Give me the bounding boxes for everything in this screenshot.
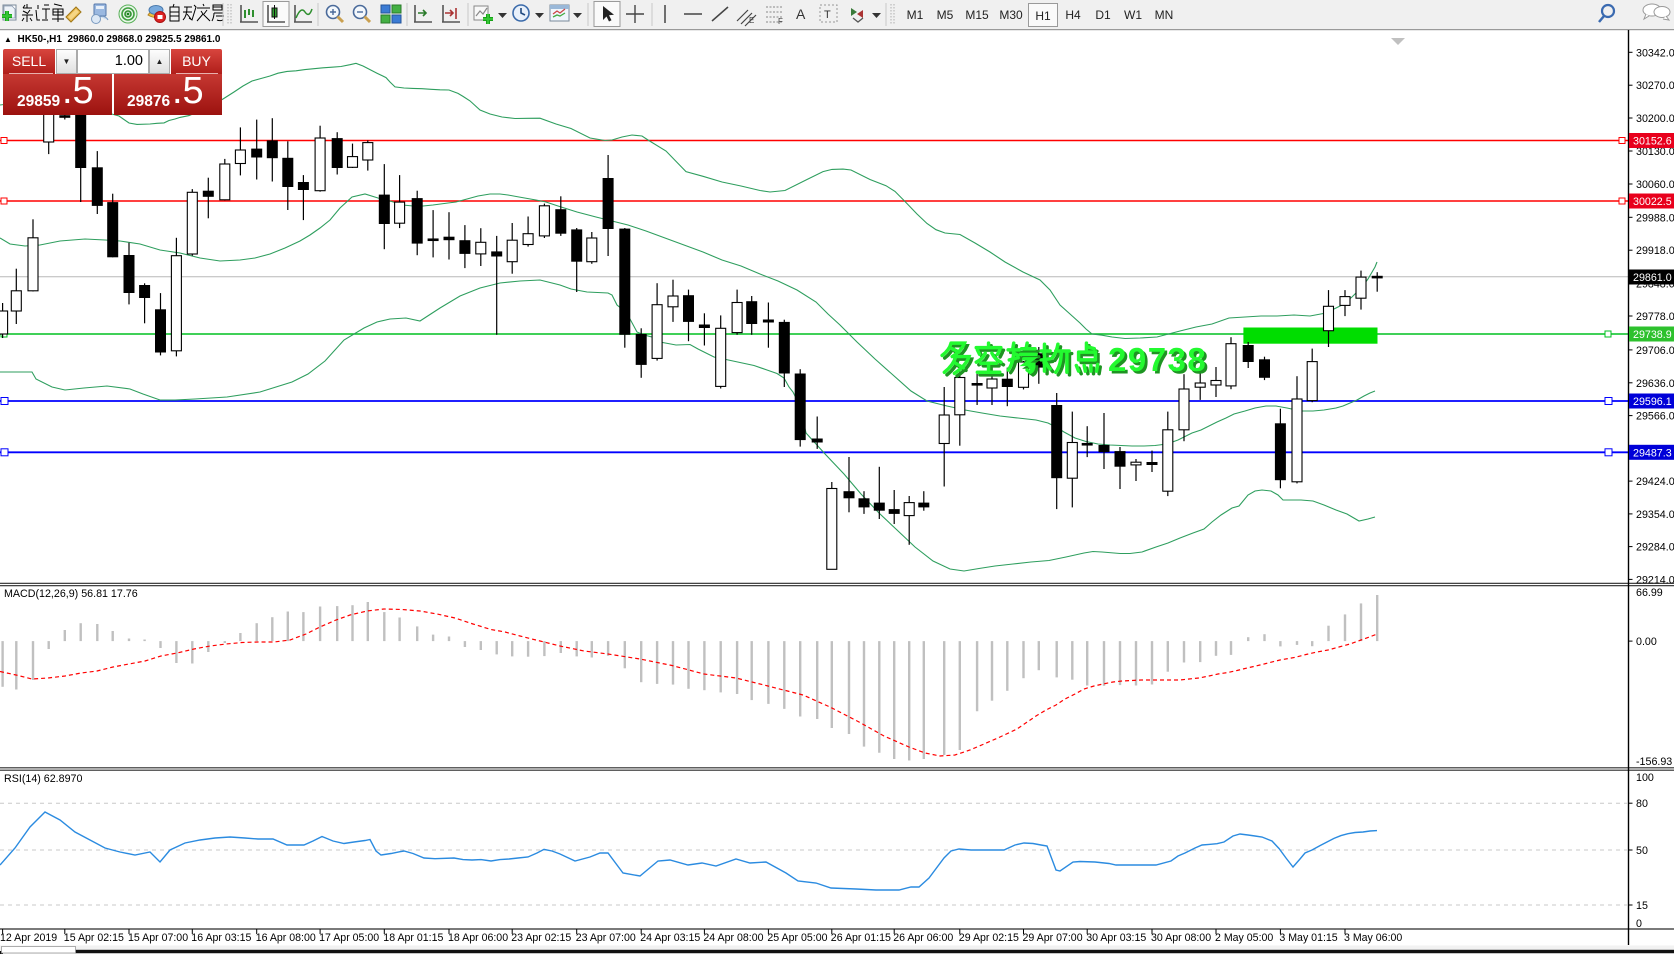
svg-text:29706.0: 29706.0 [1636,345,1674,357]
svg-text:25 Apr 05:00: 25 Apr 05:00 [767,932,827,944]
svg-text:29861.0: 29861.0 [1633,272,1672,284]
svg-text:2 May 05:00: 2 May 05:00 [1215,932,1273,944]
svg-text:18 Apr 01:15: 18 Apr 01:15 [383,932,443,944]
svg-text:30060.0: 30060.0 [1636,179,1674,191]
svg-text:RSI(14) 62.8970: RSI(14) 62.8970 [4,773,82,785]
svg-text:12 Apr 2019: 12 Apr 2019 [0,932,57,944]
svg-text:29354.0: 29354.0 [1636,509,1674,521]
svg-text:MACD(12,26,9) 56.81 17.76: MACD(12,26,9) 56.81 17.76 [4,588,138,600]
svg-text:30342.0: 30342.0 [1636,47,1674,59]
svg-text:50: 50 [1636,845,1648,857]
svg-text:F: F [778,17,783,26]
svg-text:29566.0: 29566.0 [1636,411,1674,423]
svg-text:30152.6: 30152.6 [1633,136,1672,148]
svg-text:30022.5: 30022.5 [1633,196,1672,208]
svg-text:0: 0 [1636,918,1642,930]
svg-text:26 Apr 01:15: 26 Apr 01:15 [831,932,891,944]
svg-text:15 Apr 07:00: 15 Apr 07:00 [128,932,188,944]
svg-text:23 Apr 07:00: 23 Apr 07:00 [576,932,636,944]
svg-text:29284.0: 29284.0 [1636,542,1674,554]
svg-text:29214.0: 29214.0 [1636,574,1674,586]
svg-text:29424.0: 29424.0 [1636,476,1674,488]
svg-text:30 Apr 03:15: 30 Apr 03:15 [1086,932,1146,944]
svg-text:29738: 29738 [1108,341,1207,378]
svg-text:A: A [796,6,806,22]
svg-text:66.99: 66.99 [1636,587,1663,599]
svg-text:E: E [749,16,754,25]
svg-text:T: T [824,9,831,21]
svg-text:-156.93: -156.93 [1636,756,1672,768]
svg-text:29918.0: 29918.0 [1636,245,1674,257]
svg-text:30270.0: 30270.0 [1636,80,1674,92]
svg-text:24 Apr 08:00: 24 Apr 08:00 [703,932,763,944]
svg-text:0.00: 0.00 [1636,636,1657,648]
svg-text:29487.3: 29487.3 [1633,447,1672,459]
svg-text:29596.1: 29596.1 [1633,396,1672,408]
svg-text:30200.0: 30200.0 [1636,113,1674,125]
svg-text:29738: 29738 [1111,344,1210,381]
svg-text:16 Apr 08:00: 16 Apr 08:00 [256,932,316,944]
svg-text:18 Apr 06:00: 18 Apr 06:00 [448,932,508,944]
svg-text:23 Apr 02:15: 23 Apr 02:15 [511,932,571,944]
svg-text:29 Apr 07:00: 29 Apr 07:00 [1023,932,1083,944]
svg-text:16 Apr 03:15: 16 Apr 03:15 [191,932,251,944]
svg-text:26 Apr 06:00: 26 Apr 06:00 [893,932,953,944]
svg-text:15 Apr 02:15: 15 Apr 02:15 [64,932,124,944]
svg-text:29738.9: 29738.9 [1633,329,1672,341]
svg-text:29 Apr 02:15: 29 Apr 02:15 [959,932,1019,944]
svg-text:3 May 06:00: 3 May 06:00 [1344,932,1402,944]
svg-text:100: 100 [1636,772,1654,784]
svg-text:30 Apr 08:00: 30 Apr 08:00 [1151,932,1211,944]
svg-text:15: 15 [1636,900,1648,912]
svg-text:29778.0: 29778.0 [1636,311,1674,323]
svg-text:3 May 01:15: 3 May 01:15 [1279,932,1337,944]
svg-text:29636.0: 29636.0 [1636,378,1674,390]
svg-text:17 Apr 05:00: 17 Apr 05:00 [319,932,379,944]
svg-text:29988.0: 29988.0 [1636,212,1674,224]
svg-text:24 Apr 03:15: 24 Apr 03:15 [640,932,700,944]
svg-text:30130.0: 30130.0 [1636,146,1674,158]
svg-text:80: 80 [1636,798,1648,810]
